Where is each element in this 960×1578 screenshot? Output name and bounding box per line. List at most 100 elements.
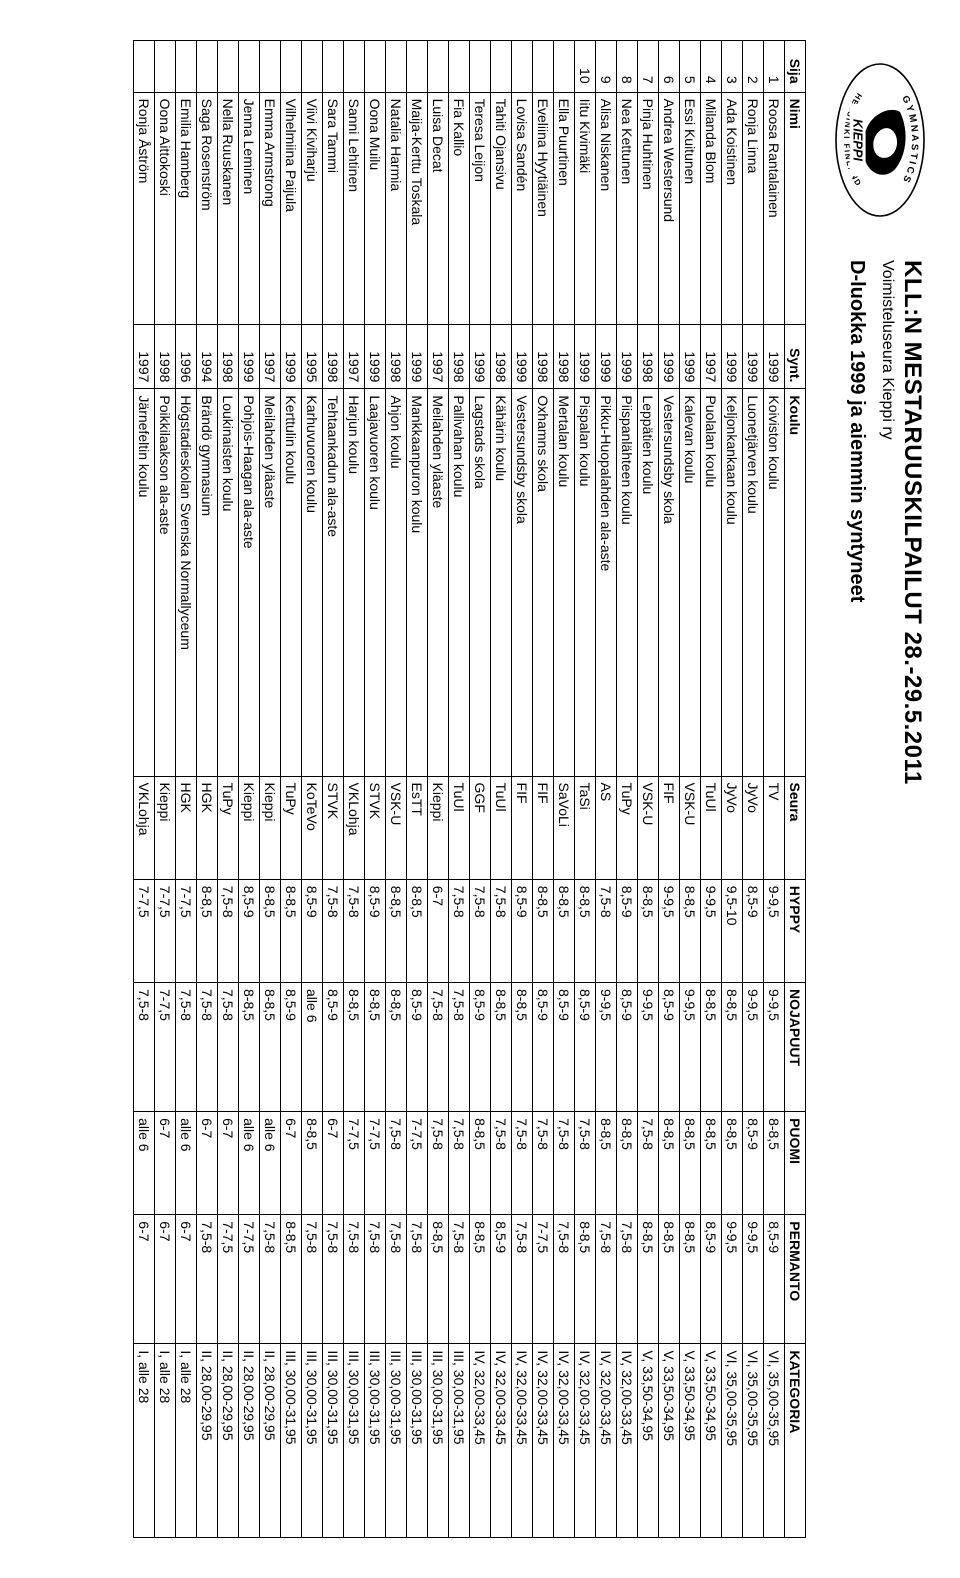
col-header-sija: Sija <box>785 41 806 93</box>
cell-nimi: Nella Ruuskanen <box>218 92 239 324</box>
cell-kat: II, 28,00-29,95 <box>260 1344 281 1538</box>
cell-sija <box>554 41 575 93</box>
cell-noja: 8-8,5 <box>512 983 533 1112</box>
cell-kat: I, alle 28 <box>134 1344 155 1538</box>
cell-hyppy: 8-8,5 <box>533 879 554 982</box>
cell-hyppy: 8-8,5 <box>197 879 218 982</box>
cell-koulu: Loukinaisten koulu <box>218 389 239 776</box>
cell-nimi: Lovisa Sandén <box>512 92 533 324</box>
cell-nimi: Fia Kallio <box>449 92 470 324</box>
cell-noja: 8-8,5 <box>491 983 512 1112</box>
cell-koulu: Mertalan koulu <box>554 389 575 776</box>
cell-seura: VSK-U <box>386 776 407 879</box>
cell-synt: 1999 <box>722 324 743 389</box>
table-row: Oona Aittokoski1998Poikkilaakson ala-ast… <box>155 41 176 1538</box>
cell-kat: IV, 32,00-33,45 <box>617 1344 638 1538</box>
title-main: KLL:N MESTARUUSKILPAILUT 28.-29.5.2011 <box>898 260 926 785</box>
table-row: 9Alisa Niskanen1999Pikku-Huopalahden ala… <box>596 41 617 1538</box>
cell-nimi: Tahiti Ojansivu <box>491 92 512 324</box>
cell-nimi: Essi Kuitunen <box>680 92 701 324</box>
cell-seura: TuPy <box>218 776 239 879</box>
cell-noja: 7,5-8 <box>218 983 239 1112</box>
table-body: 1Roosa Rantalainen1999Koiviston kouluTV9… <box>134 41 785 1538</box>
cell-kat: IV, 32,00-33,45 <box>596 1344 617 1538</box>
cell-noja: 8,5-9 <box>533 983 554 1112</box>
cell-puomi: alle 6 <box>176 1112 197 1215</box>
cell-koulu: Mankkaanpuron koulu <box>407 389 428 776</box>
cell-hyppy: 9,5-10 <box>722 879 743 982</box>
cell-synt: 1994 <box>197 324 218 389</box>
cell-kat: V, 33,50-34,95 <box>659 1344 680 1538</box>
cell-noja: 8-8,5 <box>239 983 260 1112</box>
cell-kat: VI, 35,00-35,95 <box>764 1344 785 1538</box>
cell-seura: VKLohja <box>344 776 365 879</box>
cell-seura: TuPy <box>617 776 638 879</box>
table-row: 4Milanda Blom1997Puolalan kouluTuUl9-9,5… <box>701 41 722 1538</box>
cell-synt: 1996 <box>176 324 197 389</box>
cell-nimi: Eveliina Hyytiäinen <box>533 92 554 324</box>
table-row: Fia Kallio1998Pallivahan kouluTuUl7,5-87… <box>449 41 470 1538</box>
cell-perm: 8,5-9 <box>491 1215 512 1344</box>
col-header-seura: Seura <box>785 776 806 879</box>
cell-koulu: Pohjois-Haagan ala-aste <box>239 389 260 776</box>
cell-kat: III, 30,00-31,95 <box>365 1344 386 1538</box>
cell-seura: TuPy <box>281 776 302 879</box>
cell-koulu: Kerttulin koulu <box>281 389 302 776</box>
cell-puomi: alle 6 <box>239 1112 260 1215</box>
cell-koulu: Poikkilaakson ala-aste <box>155 389 176 776</box>
cell-sija: 4 <box>701 41 722 93</box>
cell-noja: 8-8,5 <box>260 983 281 1112</box>
col-header-koulu: Koulu <box>785 389 806 776</box>
cell-synt: 1999 <box>617 324 638 389</box>
cell-synt: 1997 <box>134 324 155 389</box>
cell-puomi: 6-7 <box>323 1112 344 1215</box>
cell-koulu: Meilahden yläaste <box>260 389 281 776</box>
cell-puomi: 8-8,5 <box>722 1112 743 1215</box>
cell-hyppy: 8-8,5 <box>638 879 659 982</box>
cell-sija <box>470 41 491 93</box>
cell-kat: V, 33,50-34,95 <box>638 1344 659 1538</box>
cell-puomi: 7-7,5 <box>344 1112 365 1215</box>
cell-nimi: Ronja Åström <box>134 92 155 324</box>
logo-swirl-icon <box>863 110 906 175</box>
cell-hyppy: 7,5-8 <box>470 879 491 982</box>
cell-seura: EsTT <box>407 776 428 879</box>
cell-hyppy: 9-9,5 <box>764 879 785 982</box>
cell-perm: 6-7 <box>155 1215 176 1344</box>
cell-perm: 8,5-9 <box>764 1215 785 1344</box>
cell-puomi: 8-8,5 <box>596 1112 617 1215</box>
cell-sija: 7 <box>638 41 659 93</box>
cell-nimi: Iitu Kivimäki <box>575 92 596 324</box>
cell-synt: 1997 <box>344 324 365 389</box>
cell-synt: 1999 <box>281 324 302 389</box>
cell-noja: 8,5-9 <box>575 983 596 1112</box>
cell-kat: III, 30,00-31,95 <box>449 1344 470 1538</box>
cell-synt: 1998 <box>218 324 239 389</box>
cell-synt: 1999 <box>575 324 596 389</box>
cell-puomi: 7,5-8 <box>386 1112 407 1215</box>
cell-hyppy: 7,5-8 <box>218 879 239 982</box>
table-row: Emma Armstrong1997Meilahden yläasteKiepp… <box>260 41 281 1538</box>
cell-synt: 1999 <box>512 324 533 389</box>
cell-kat: IV, 32,00-33,45 <box>533 1344 554 1538</box>
cell-noja: 9-9,5 <box>680 983 701 1112</box>
cell-noja: 8,5-9 <box>323 983 344 1112</box>
cell-koulu: Brändö gymnasium <box>197 389 218 776</box>
cell-sija <box>512 41 533 93</box>
cell-synt: 1999 <box>407 324 428 389</box>
cell-seura: JyVo <box>722 776 743 879</box>
cell-nimi: Vilhelmiina Paijula <box>281 92 302 324</box>
cell-synt: 1997 <box>428 324 449 389</box>
cell-kat: IV, 32,00-33,45 <box>575 1344 596 1538</box>
cell-koulu: Luonetjärven koulu <box>743 389 764 776</box>
cell-sija: 6 <box>659 41 680 93</box>
cell-kat: V, 33,50-34,95 <box>701 1344 722 1538</box>
cell-hyppy: 8,5-9 <box>302 879 323 982</box>
cell-hyppy: 8,5-9 <box>365 879 386 982</box>
cell-noja: 7,5-8 <box>176 983 197 1112</box>
cell-synt: 1998 <box>554 324 575 389</box>
cell-kat: III, 30,00-31,95 <box>386 1344 407 1538</box>
cell-seura: SaVoLi <box>554 776 575 879</box>
cell-seura: HGK <box>176 776 197 879</box>
cell-hyppy: 7,5-8 <box>323 879 344 982</box>
